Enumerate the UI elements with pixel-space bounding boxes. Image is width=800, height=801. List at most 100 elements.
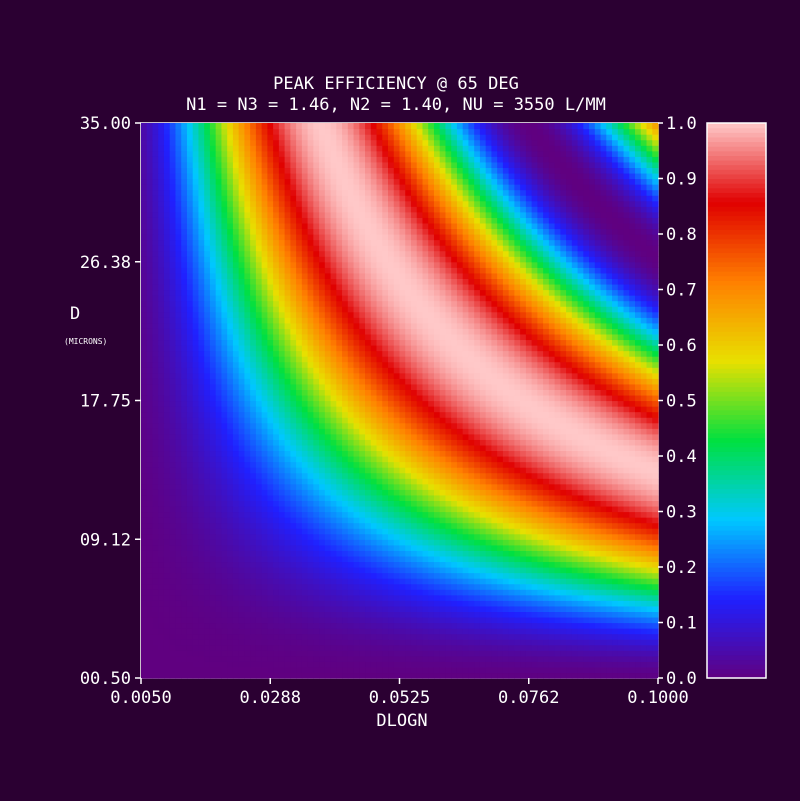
heatmap-cell [227, 661, 234, 668]
heatmap-cell [543, 533, 550, 540]
heatmap-cell [158, 583, 165, 590]
heatmap-cell [566, 494, 573, 501]
heatmap-cell [531, 378, 538, 385]
heatmap-cell [204, 655, 211, 662]
heatmap-cell [537, 611, 544, 618]
heatmap-cell [273, 494, 280, 501]
heatmap-cell [600, 461, 607, 468]
heatmap-cell [296, 533, 303, 540]
heatmap-cell [278, 555, 286, 563]
heatmap-cell [646, 655, 653, 662]
heatmap-cell [221, 666, 228, 674]
heatmap-cell [313, 367, 320, 374]
heatmap-cell [514, 383, 521, 390]
heatmap-cell [353, 605, 360, 612]
heatmap-cell [209, 367, 217, 374]
heatmap-cell [342, 544, 349, 551]
heatmap-cell [359, 528, 366, 535]
heatmap-cell [445, 511, 452, 518]
heatmap-cell [163, 633, 171, 640]
heatmap-cell [359, 594, 366, 601]
heatmap-cell [468, 600, 475, 607]
heatmap-cell [152, 456, 159, 463]
heatmap-cell [428, 383, 435, 390]
heatmap-cell [158, 461, 165, 468]
heatmap-cell [365, 666, 372, 674]
heatmap-cell [612, 672, 619, 679]
heatmap-cell [640, 372, 648, 379]
heatmap-cell [215, 533, 223, 540]
heatmap-cell [623, 611, 630, 618]
heatmap-cell [163, 639, 171, 646]
heatmap-cell [175, 467, 182, 474]
heatmap-cell [560, 567, 567, 574]
heatmap-cell [209, 561, 217, 568]
heatmap-cell [365, 650, 372, 657]
heatmap-cell [152, 550, 159, 557]
heatmap-cell [422, 616, 429, 624]
heatmap-cell [267, 539, 274, 546]
heatmap-cell [428, 661, 435, 668]
heatmap-cell [365, 572, 372, 579]
heatmap-cell [238, 555, 245, 563]
heatmap-cell [623, 561, 630, 568]
heatmap-cell [600, 650, 607, 657]
heatmap-cell [152, 528, 159, 535]
heatmap-cell [359, 517, 366, 524]
heatmap-cell [290, 605, 297, 612]
heatmap-cell [577, 500, 584, 507]
heatmap-cell [158, 483, 165, 490]
heatmap-cell [577, 644, 584, 651]
heatmap-cell [307, 439, 314, 446]
heatmap-cell [640, 500, 648, 507]
heatmap-cell [422, 411, 429, 418]
heatmap-cell [491, 378, 498, 385]
heatmap-cell [227, 439, 234, 446]
heatmap-cell [221, 472, 228, 479]
heatmap-cell [388, 456, 395, 463]
heatmap-cell [330, 644, 337, 651]
heatmap-cell [600, 483, 607, 490]
heatmap-cell [629, 433, 636, 440]
heatmap-cell [307, 611, 314, 618]
heatmap-cell [600, 611, 607, 618]
heatmap-cell [635, 467, 642, 474]
heatmap-cell [606, 611, 613, 618]
heatmap-cell [554, 428, 561, 435]
heatmap-cell [479, 567, 487, 574]
heatmap-cell [313, 539, 320, 546]
heatmap-cell [175, 605, 182, 612]
heatmap-cell [290, 616, 297, 624]
heatmap-cell [646, 489, 653, 496]
heatmap-cell [485, 605, 493, 612]
heatmap-cell [359, 578, 366, 585]
heatmap-cell [531, 517, 538, 524]
heatmap-cell [589, 372, 596, 379]
heatmap-cell [307, 605, 314, 612]
heatmap-cell [531, 644, 538, 651]
heatmap-cell [169, 633, 177, 640]
heatmap-cell [543, 650, 550, 657]
heatmap-cell [456, 372, 464, 379]
heatmap-cell [141, 666, 148, 674]
heatmap-cell [301, 583, 309, 590]
heatmap-cell [456, 572, 464, 579]
heatmap-cell [491, 433, 498, 440]
heatmap-cell [640, 578, 648, 585]
heatmap-cell [250, 450, 257, 457]
heatmap-cell [204, 639, 211, 646]
heatmap-cell [181, 555, 188, 563]
heatmap-cell [502, 505, 510, 513]
heatmap-cell [175, 528, 182, 535]
heatmap-cell [548, 578, 556, 585]
heatmap-cell [186, 422, 194, 429]
heatmap-cell [646, 406, 653, 413]
heatmap-cell [169, 594, 177, 601]
heatmap-cell [152, 400, 159, 407]
heatmap-cell [623, 661, 630, 668]
heatmap-cell [232, 439, 240, 446]
heatmap-cell [433, 489, 441, 496]
heatmap-cell [181, 511, 188, 518]
heatmap-cell [428, 461, 435, 468]
heatmap-cell [445, 672, 452, 679]
